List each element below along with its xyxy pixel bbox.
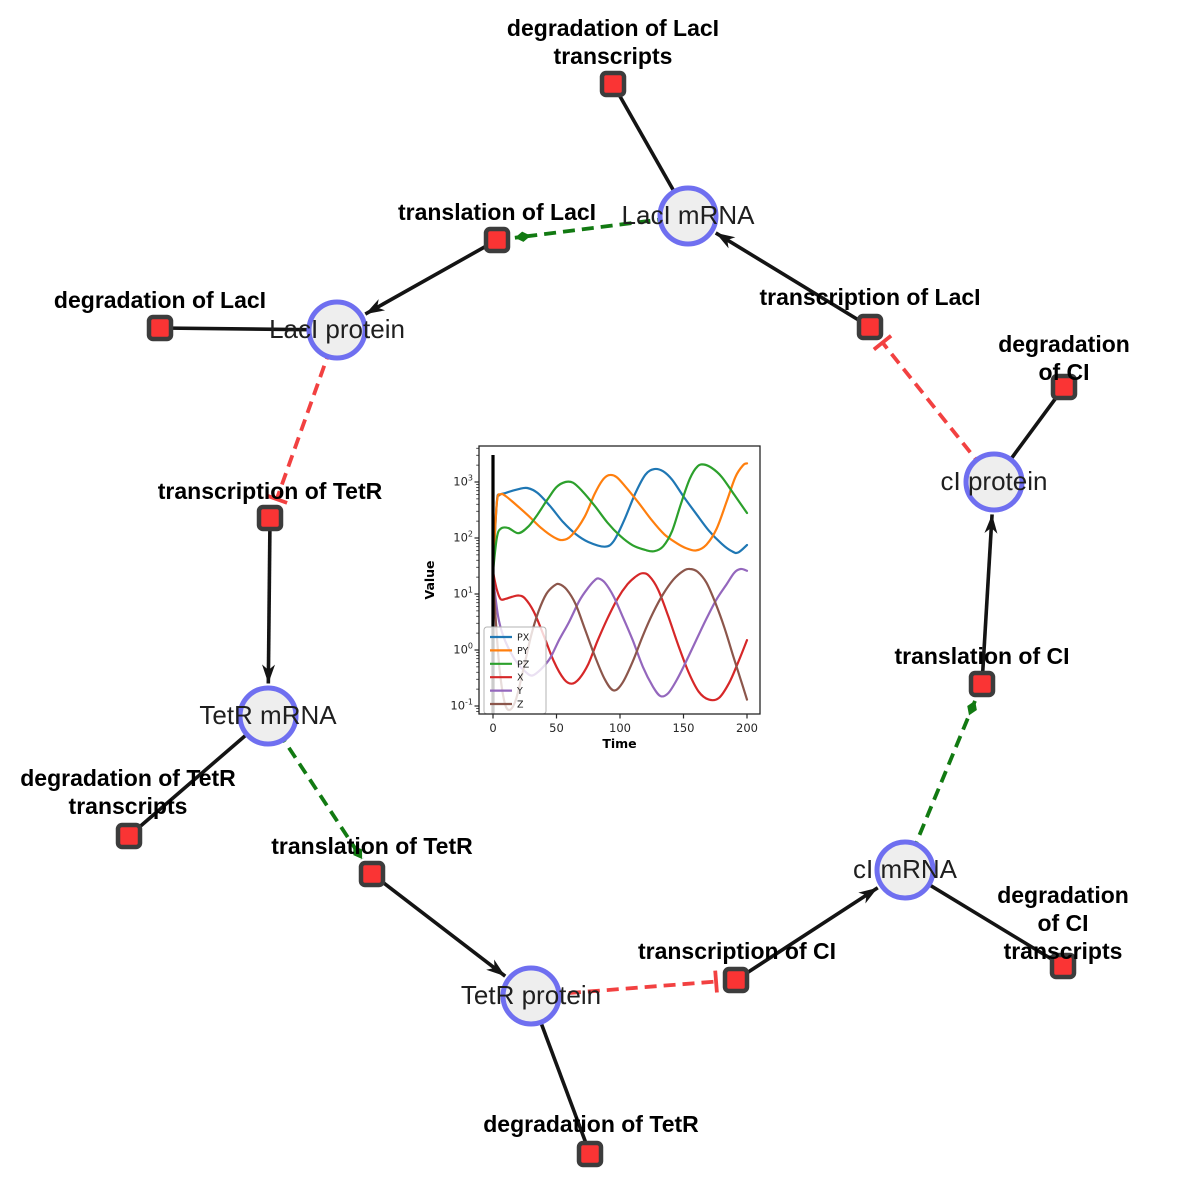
y-axis-label: Value bbox=[422, 560, 437, 599]
y-tick-label: 10-1 bbox=[450, 698, 473, 713]
reaction-node-deg_laci bbox=[146, 314, 174, 342]
edge-tl_laci-laci_protein bbox=[364, 238, 498, 316]
chart-legend: PX PY PZ XYZ bbox=[483, 626, 547, 715]
timeseries-inset-chart: 0 50 100 150 20010-1100101102103TimeValuePXP… bbox=[422, 445, 761, 751]
species-node-ci_mrna bbox=[874, 839, 936, 901]
series-line-PZ bbox=[491, 463, 749, 573]
edge-tx_laci-laci_mrna bbox=[714, 231, 871, 329]
reaction-node-deg_ci bbox=[1050, 373, 1078, 401]
y-tick-label: 100 bbox=[453, 642, 473, 657]
x-tick-label: 150 bbox=[673, 721, 695, 735]
reaction-node-deg_tetr_tx bbox=[115, 822, 143, 850]
series-line-PX bbox=[491, 467, 749, 573]
edge-laci_protein-tx_tetr-tbar bbox=[265, 493, 288, 505]
legend-label-Y: Y bbox=[516, 686, 523, 697]
reaction-node-deg_laci_tx bbox=[599, 70, 627, 98]
species-node-laci_protein bbox=[306, 299, 368, 361]
reaction-node-tx_ci bbox=[722, 966, 750, 994]
legend-label-Z: Z bbox=[517, 700, 524, 711]
series-line-PY bbox=[491, 462, 749, 573]
plot-frame bbox=[478, 445, 761, 715]
y-tick-label: 102 bbox=[453, 530, 473, 545]
reaction-node-tl_tetr bbox=[358, 860, 386, 888]
species-node-tetr_protein bbox=[500, 965, 562, 1027]
edge-tetr_mrna-deg_tetr_tx bbox=[127, 714, 270, 838]
reaction-node-tx_tetr bbox=[256, 504, 284, 532]
edge-ci_protein-tx_laci-tbar bbox=[872, 334, 893, 351]
edge-ci_mrna-tl_ci bbox=[903, 699, 977, 871]
legend-label-PY: PY bbox=[517, 646, 529, 657]
x-tick-label: 200 bbox=[736, 721, 758, 735]
nodes-layer bbox=[115, 70, 1078, 1168]
reaction-node-tl_laci bbox=[483, 226, 511, 254]
species-node-ci_protein bbox=[963, 451, 1025, 513]
edge-ci_mrna-deg_ci_tx bbox=[904, 868, 1064, 968]
legend-label-PZ: PZ bbox=[517, 659, 530, 670]
x-tick-label: 0 bbox=[489, 721, 496, 735]
x-tick-label: 100 bbox=[609, 721, 631, 735]
species-node-tetr_mrna bbox=[237, 685, 299, 747]
reaction-node-deg_ci_tx bbox=[1049, 952, 1077, 980]
edge-tetr_protein-tx_ci bbox=[530, 979, 717, 998]
edge-tx_ci-ci_mrna bbox=[735, 886, 879, 982]
edge-tl_tetr-tetr_protein bbox=[370, 872, 507, 978]
y-tick-label: 103 bbox=[453, 474, 473, 489]
edge-tl_ci-ci_protein bbox=[980, 514, 998, 685]
reaction-node-tx_laci bbox=[856, 313, 884, 341]
series-line-X bbox=[491, 570, 749, 702]
edge-tetr_protein-tx_ci-tbar bbox=[713, 970, 719, 993]
reaction-node-tl_ci bbox=[968, 670, 996, 698]
species-node-laci_mrna bbox=[657, 185, 719, 247]
y-tick-label: 101 bbox=[453, 586, 473, 601]
reaction-node-deg_tetr bbox=[576, 1140, 604, 1168]
x-tick-label: 50 bbox=[549, 721, 564, 735]
edge-tx_tetr-tetr_mrna bbox=[262, 517, 276, 684]
legend-label-PX: PX bbox=[517, 633, 530, 644]
x-axis-label: Time bbox=[602, 736, 636, 751]
legend-label-X: X bbox=[517, 673, 524, 684]
